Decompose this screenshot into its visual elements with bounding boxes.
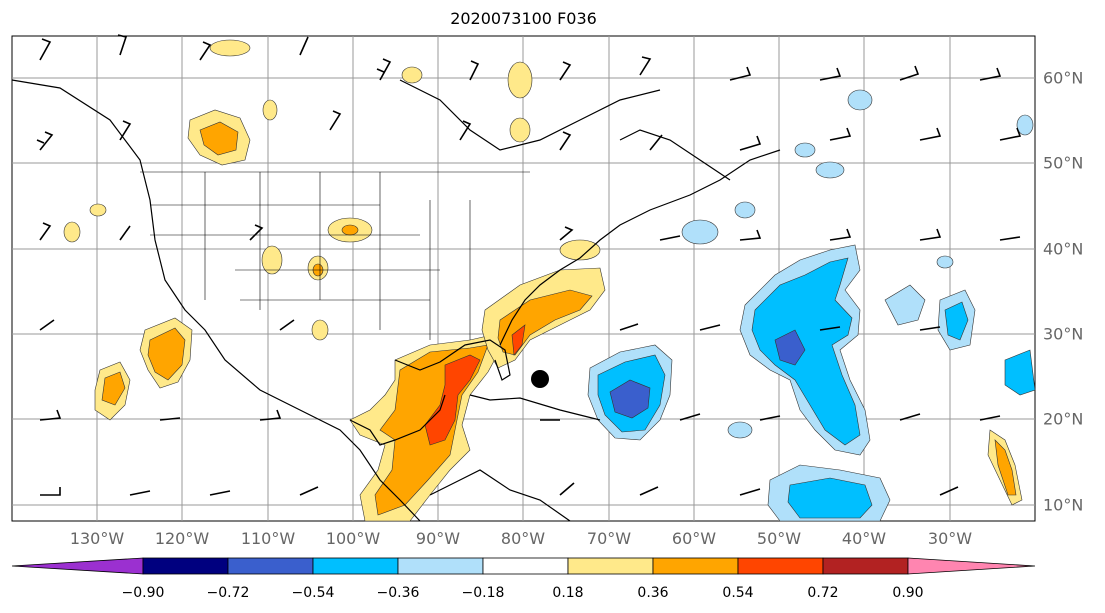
colorbar-segment	[567, 557, 654, 575]
colorbar-segment	[907, 557, 1036, 575]
lon-label: 100°W	[325, 529, 381, 548]
colorbar-tick: −0.18	[461, 585, 505, 601]
colorbar-tick: 0.72	[807, 585, 839, 601]
colorbar-segment	[737, 557, 824, 575]
colorbar-segment	[822, 557, 909, 575]
colorbar-segment	[652, 557, 739, 575]
colorbar	[11, 557, 1036, 575]
lon-label: 120°W	[154, 529, 210, 548]
colorbar-tick: −0.90	[121, 585, 165, 601]
lon-label: 50°W	[756, 529, 802, 548]
colorbar-segment	[11, 557, 144, 575]
colorbar-segment	[397, 557, 484, 575]
colorbar-tick: −0.54	[291, 585, 335, 601]
state-borders	[140, 171, 530, 340]
storm-center-marker	[531, 370, 549, 388]
lat-label: 60°N	[1043, 68, 1084, 88]
coastlines	[11, 79, 781, 522]
lon-label: 80°W	[500, 529, 546, 548]
colorbar-tick: 0.90	[892, 585, 924, 601]
colorbar-tick: −0.72	[206, 585, 250, 601]
positive-anomaly-fields	[63, 39, 1023, 522]
lon-label: 90°W	[415, 529, 461, 548]
lat-label: 50°N	[1043, 153, 1084, 173]
lat-label: 10°N	[1043, 495, 1084, 515]
lon-label: 40°W	[841, 529, 887, 548]
lon-label: 110°W	[240, 529, 296, 548]
colorbar-segment	[227, 557, 314, 575]
colorbar-tick: 0.54	[722, 585, 754, 601]
lon-label: 130°W	[69, 529, 125, 548]
lat-label: 30°N	[1043, 324, 1084, 344]
negative-anomaly-fields	[587, 89, 1036, 522]
colorbar-segment	[312, 557, 399, 575]
lon-label: 30°W	[927, 529, 973, 548]
colorbar-segment	[482, 557, 569, 575]
lon-label: 60°W	[671, 529, 717, 548]
colorbar-tick: 0.18	[552, 585, 584, 601]
lon-label: 70°W	[586, 529, 632, 548]
wind-barbs	[36, 34, 1022, 496]
lat-label: 40°N	[1043, 239, 1084, 259]
colorbar-segment	[142, 557, 229, 575]
lat-label: 20°N	[1043, 409, 1084, 429]
map-title: 2020073100 F036	[450, 9, 597, 28]
colorbar-tick: 0.36	[637, 585, 669, 601]
colorbar-tick: −0.36	[376, 585, 420, 601]
